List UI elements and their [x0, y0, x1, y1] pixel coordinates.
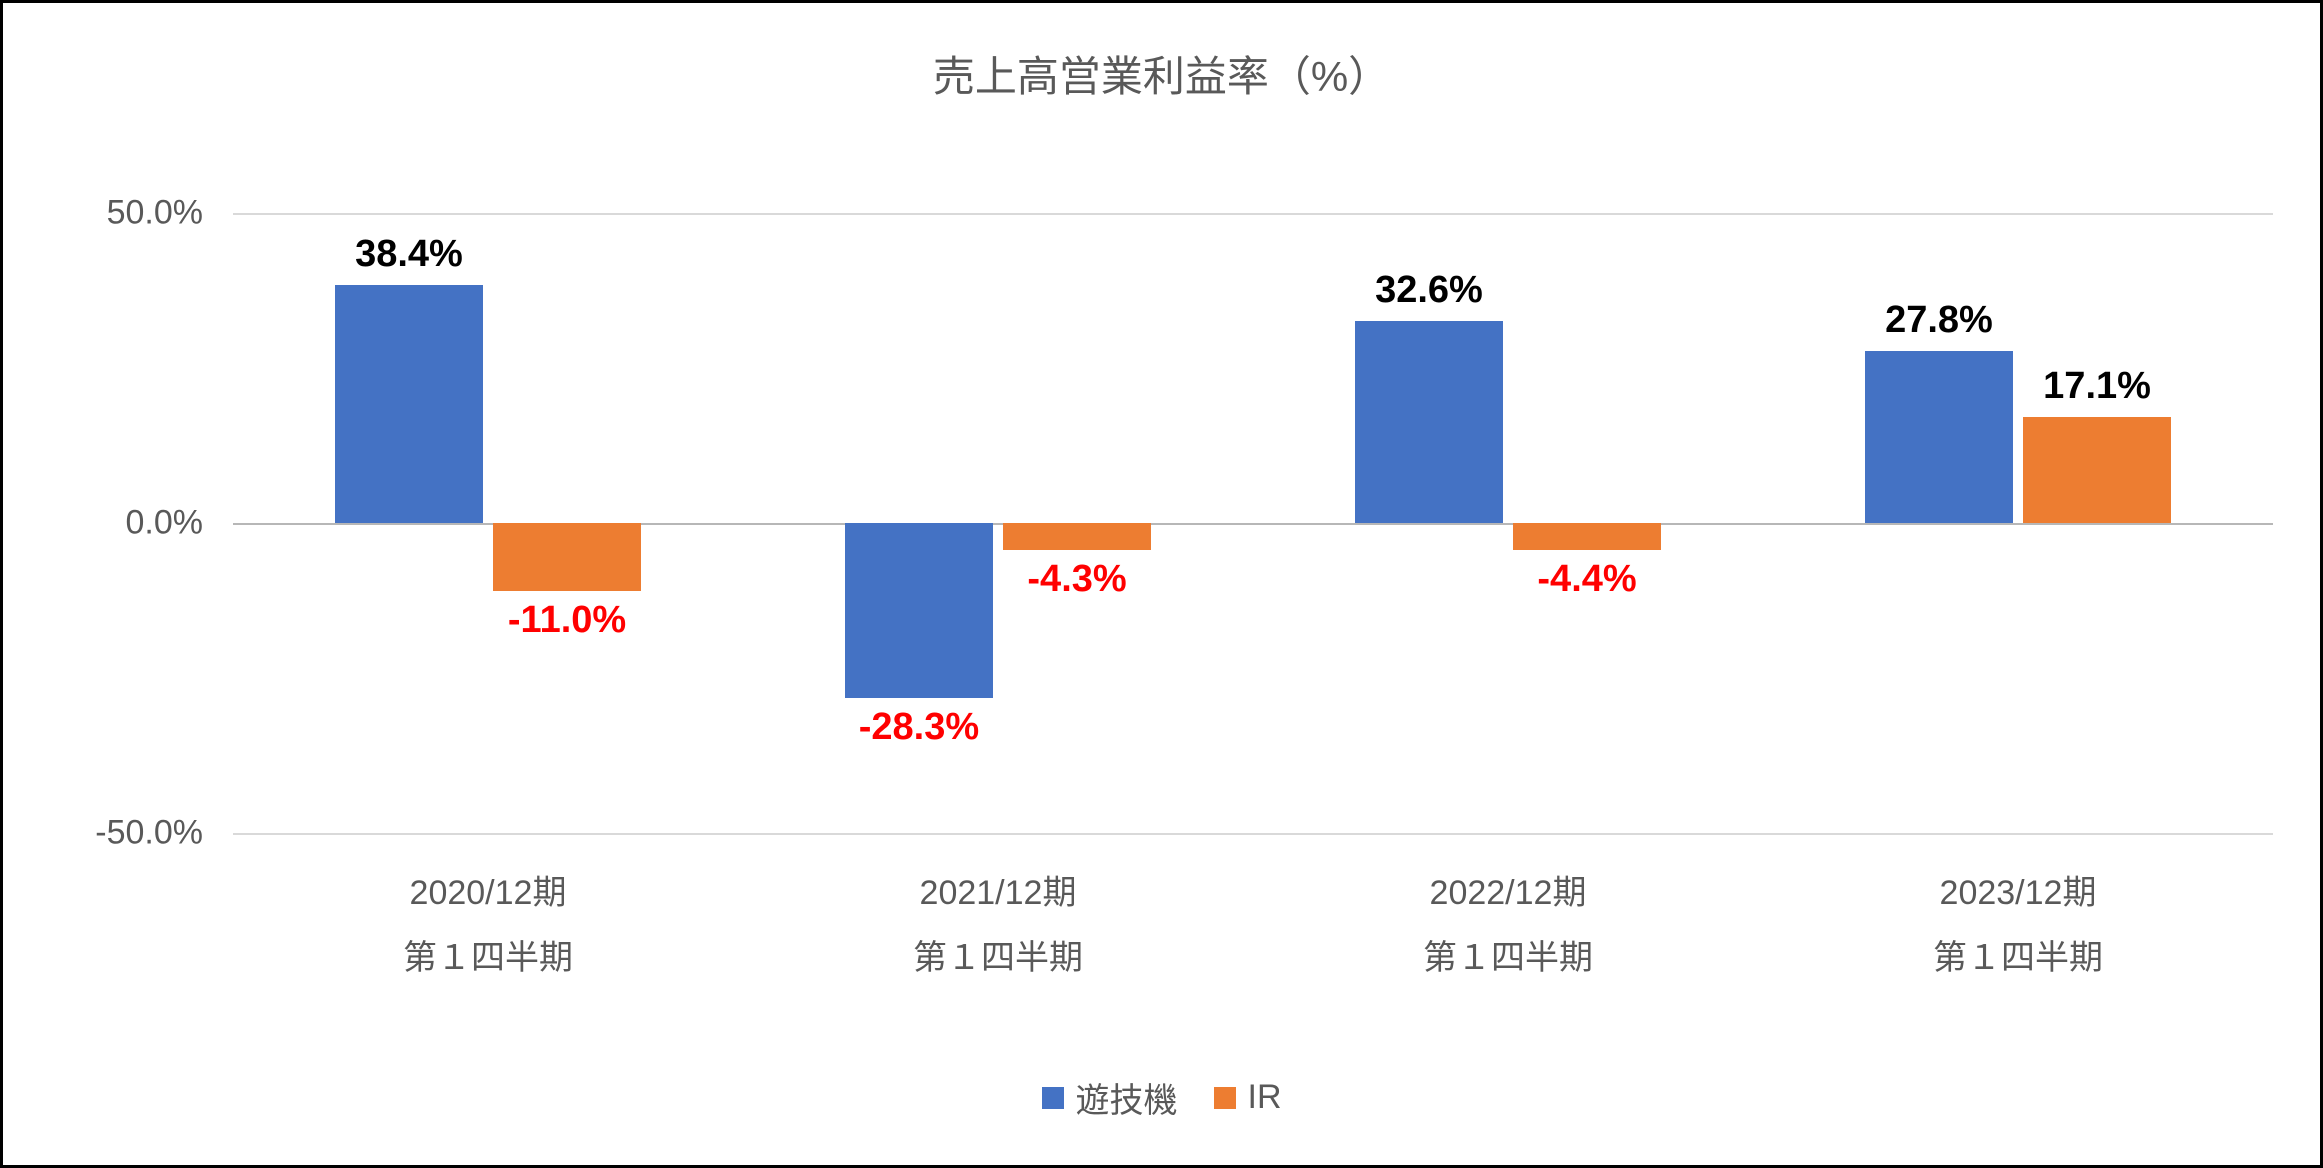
- data-label: -28.3%: [809, 706, 1029, 749]
- x-category-label: 2022/12期第１四半期: [1253, 833, 1763, 990]
- legend-swatch: [1214, 1087, 1236, 1109]
- x-category-label: 2020/12期第１四半期: [233, 833, 743, 990]
- plot-area: -50.0%0.0%50.0%38.4%-11.0%2020/12期第１四半期-…: [233, 213, 2273, 833]
- data-label: 38.4%: [299, 233, 519, 276]
- bar-series-b: [1513, 523, 1661, 550]
- x-category-line2: 第１四半期: [743, 926, 1253, 991]
- x-category-line1: 2020/12期: [233, 861, 743, 926]
- x-category-label: 2023/12期第１四半期: [1763, 833, 2273, 990]
- legend-label: 遊技機: [1076, 1073, 1178, 1122]
- gridline: [233, 213, 2273, 215]
- bar-series-b: [1003, 523, 1151, 550]
- data-label: -11.0%: [457, 599, 677, 642]
- legend-swatch: [1042, 1087, 1064, 1109]
- chart-frame: 売上高営業利益率（%） -50.0% 0.0% 50.0% 38.4% -11.0% 20…: [0, 0, 2323, 1168]
- data-label: 32.6%: [1319, 269, 1539, 312]
- bar-series-b: [2023, 417, 2171, 523]
- chart-title: 売上高営業利益率（%）: [3, 43, 2320, 104]
- x-category-line1: 2021/12期: [743, 861, 1253, 926]
- y-tick-label: 0.0%: [126, 504, 234, 543]
- x-category-line2: 第１四半期: [233, 926, 743, 991]
- legend-label: IR: [1248, 1078, 1282, 1117]
- x-category-line2: 第１四半期: [1253, 926, 1763, 991]
- y-tick-label: -50.0%: [95, 814, 233, 853]
- legend-item: 遊技機: [1042, 1073, 1178, 1122]
- x-category-line1: 2022/12期: [1253, 861, 1763, 926]
- x-category-label: 2021/12期第１四半期: [743, 833, 1253, 990]
- legend: 遊技機 IR: [3, 1073, 2320, 1122]
- bar-series-a: [845, 523, 993, 698]
- bar-series-a: [1355, 321, 1503, 523]
- bar-series-a: [335, 285, 483, 523]
- y-tick-label: 50.0%: [107, 194, 233, 233]
- x-category-line2: 第１四半期: [1763, 926, 2273, 991]
- data-label: -4.4%: [1477, 558, 1697, 601]
- bar-series-b: [493, 523, 641, 591]
- data-label: -4.3%: [967, 558, 1187, 601]
- data-label: 17.1%: [1987, 365, 2207, 408]
- legend-item: IR: [1214, 1078, 1282, 1117]
- data-label: 27.8%: [1829, 299, 2049, 342]
- x-category-line1: 2023/12期: [1763, 861, 2273, 926]
